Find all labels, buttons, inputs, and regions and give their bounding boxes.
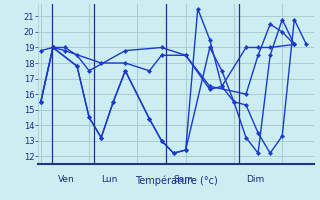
Text: Ven: Ven [58,175,75,184]
Text: Lun: Lun [101,175,117,184]
Text: Sam: Sam [173,175,194,184]
Text: Dim: Dim [246,175,264,184]
X-axis label: Température (°c): Température (°c) [135,175,217,186]
